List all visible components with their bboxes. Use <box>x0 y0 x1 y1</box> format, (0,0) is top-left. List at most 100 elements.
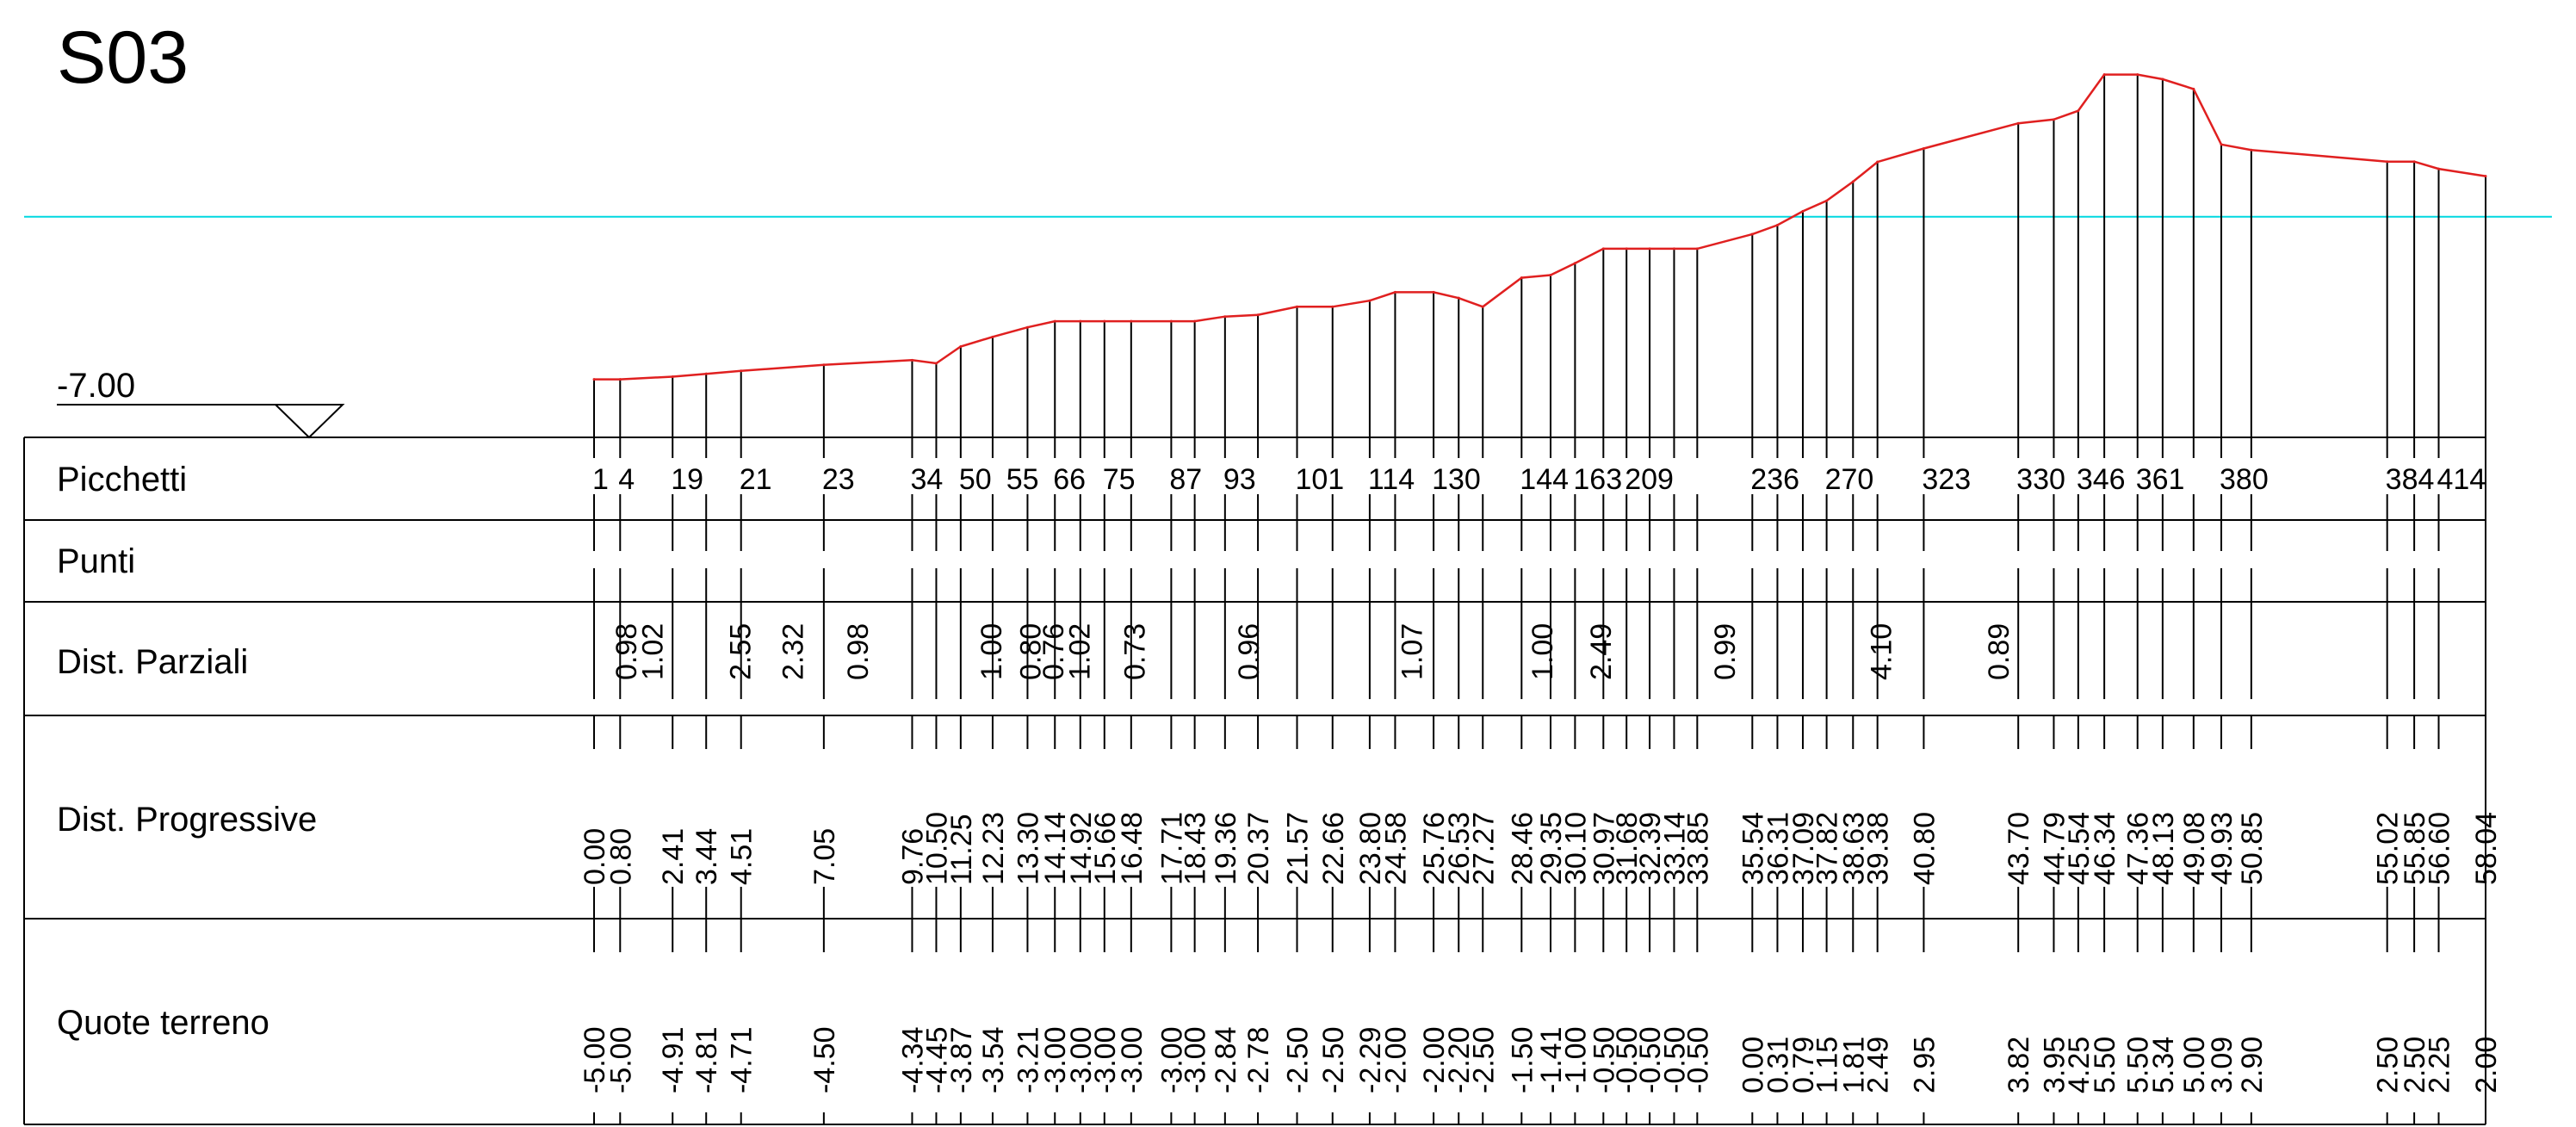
terrain-point-36 <box>1801 209 1805 213</box>
picchetto-label-18: 236 <box>1750 463 1799 496</box>
quota-terreno-label-0: -5.00 <box>579 1027 611 1094</box>
terrain-point-38 <box>1851 180 1855 183</box>
vertical-station-lines <box>593 74 2486 437</box>
terrain-point-0 <box>592 378 596 381</box>
terrain-point-53 <box>2484 175 2487 178</box>
quota-terreno-label-21: -2.29 <box>1354 1027 1387 1094</box>
terrain-point-37 <box>1825 199 1829 202</box>
quota-terreno-label-36: 0.79 <box>1787 1037 1820 1093</box>
quota-terreno-label-53: 2.00 <box>2470 1037 2503 1093</box>
quota-terreno-label-52: 2.25 <box>2423 1037 2455 1093</box>
dist-progressive-label-24: 26.53 <box>1443 812 1476 885</box>
dist-progressive-label-52: 56.60 <box>2423 812 2455 885</box>
dist-parziale-label-1: 1.02 <box>636 623 669 680</box>
terrain-point-46 <box>2161 77 2164 81</box>
terrain-point-24 <box>1457 296 1460 300</box>
quota-terreno-label-32: -0.50 <box>1658 1027 1691 1094</box>
picchetto-label-26: 414 <box>2437 463 2486 496</box>
quota-terreno-label-3: -4.81 <box>690 1027 723 1094</box>
dist-progressive-label-47: 49.08 <box>2178 812 2211 885</box>
dist-progressive-label-25: 27.27 <box>1467 812 1500 885</box>
dist-parziale-label-11: 1.07 <box>1396 623 1428 680</box>
dist-progressive-label-3: 3.44 <box>690 828 723 885</box>
dist-progressive-label-4: 4.51 <box>726 828 759 885</box>
quota-terreno-label-2: -4.91 <box>657 1027 690 1094</box>
dist-progressive-label-26: 28.46 <box>1506 812 1539 885</box>
terrain-point-19 <box>1295 305 1298 308</box>
dist-parziale-label-12: 1.00 <box>1526 623 1559 680</box>
dist-progressive-label-1: 0.80 <box>604 828 637 885</box>
dist-progressive-label-6: 9.76 <box>896 828 929 885</box>
terrain-point-43 <box>2077 109 2080 113</box>
dist-progressive-label-50: 55.02 <box>2372 812 2405 885</box>
terrain-point-33 <box>1695 247 1699 251</box>
picchetto-label-22: 346 <box>2077 463 2126 496</box>
picchetto-label-2: 19 <box>671 463 703 496</box>
quota-terreno-label-7: -4.45 <box>920 1027 953 1094</box>
terrain-point-25 <box>1481 305 1484 308</box>
dist-progressive-label-10: 13.30 <box>1012 812 1044 885</box>
quota-terreno-label-1: -5.00 <box>604 1027 637 1094</box>
quota-terreno-label-51: 2.50 <box>2399 1037 2431 1093</box>
quota-terreno-label-44: 5.50 <box>2089 1037 2121 1093</box>
picchetto-label-21: 330 <box>2016 463 2065 496</box>
picchetto-label-5: 34 <box>910 463 943 496</box>
dist-progressive-label-36: 37.09 <box>1787 812 1820 885</box>
quota-terreno-label-28: -1.00 <box>1559 1027 1592 1094</box>
quota-terreno-label-26: -1.50 <box>1506 1027 1539 1094</box>
terrain-point-30 <box>1625 247 1628 251</box>
quota-terreno-label-10: -3.21 <box>1012 1027 1044 1094</box>
dist-progressive-label-37: 37.82 <box>1811 812 1844 885</box>
dist-parziale-label-10: 0.96 <box>1233 623 1266 680</box>
terrain-profile-line <box>594 73 2486 381</box>
quota-terreno-label-25: -2.50 <box>1467 1027 1500 1094</box>
dist-progressive-label-8: 11.25 <box>945 814 978 885</box>
dist-progressive-label-0: 0.00 <box>579 828 611 885</box>
picchetto-label-14: 130 <box>1432 463 1481 496</box>
dist-progressive-label-35: 36.31 <box>1762 812 1794 885</box>
quota-terreno-label-22: -2.00 <box>1379 1027 1412 1094</box>
table-value-labels: 1 4 19 21 23 34 50 55 66 75 87 93 101 114 130 144 163 209… <box>579 463 2503 1093</box>
terrain-point-21 <box>1368 299 1372 302</box>
dist-progressive-label-16: 18.43 <box>1180 812 1212 885</box>
quota-terreno-label-50: 2.50 <box>2372 1037 2405 1093</box>
terrain-point-26 <box>1520 276 1523 280</box>
dist-progressive-label-20: 22.66 <box>1317 812 1350 885</box>
terrain-point-31 <box>1648 247 1651 251</box>
terrain-point-20 <box>1331 305 1334 308</box>
picchetto-label-12: 101 <box>1295 463 1344 496</box>
quota-terreno-label-47: 5.00 <box>2178 1037 2211 1093</box>
dist-progressive-label-49: 50.85 <box>2236 812 2269 885</box>
terrain-point-35 <box>1775 224 1779 227</box>
quota-terreno-label-31: -0.50 <box>1634 1027 1667 1094</box>
terrain-point-16 <box>1193 319 1197 323</box>
picchetto-label-3: 21 <box>740 463 772 496</box>
dist-parziale-label-15: 4.10 <box>1866 623 1898 680</box>
picchetto-label-16: 163 <box>1573 463 1622 496</box>
quota-terreno-label-40: 2.95 <box>1908 1037 1941 1093</box>
quota-terreno-label-14: -3.00 <box>1116 1027 1149 1094</box>
quota-terreno-label-35: 0.31 <box>1762 1037 1794 1093</box>
terrain-point-8 <box>959 344 963 348</box>
quota-terreno-label-4: -4.71 <box>726 1027 759 1094</box>
dist-progressive-label-42: 44.79 <box>2038 812 2071 885</box>
datum-triangle-marker <box>273 404 345 439</box>
terrain-point-18 <box>1256 313 1260 317</box>
dist-progressive-label-32: 33.14 <box>1658 812 1691 885</box>
quota-terreno-label-17: -2.84 <box>1210 1027 1242 1094</box>
picchetto-label-15: 144 <box>1520 463 1569 496</box>
quota-terreno-label-37: 1.15 <box>1811 1037 1844 1093</box>
dist-progressive-label-38: 38.63 <box>1837 812 1870 885</box>
terrain-point-28 <box>1573 262 1576 265</box>
quota-terreno-label-34: 0.00 <box>1737 1037 1769 1093</box>
quota-terreno-label-5: -4.50 <box>808 1027 841 1094</box>
dist-progressive-label-33: 33.85 <box>1681 812 1714 885</box>
dist-parziale-label-5: 1.00 <box>975 623 1008 680</box>
row-label-picchetti: Picchetti <box>57 461 188 498</box>
dist-progressive-label-34: 35.54 <box>1737 812 1769 885</box>
picchetto-label-9: 75 <box>1103 463 1136 496</box>
picchetto-label-10: 87 <box>1169 463 1202 496</box>
dist-parziale-label-13: 2.49 <box>1585 623 1618 680</box>
terrain-point-7 <box>934 362 938 365</box>
terrain-point-14 <box>1130 319 1133 323</box>
